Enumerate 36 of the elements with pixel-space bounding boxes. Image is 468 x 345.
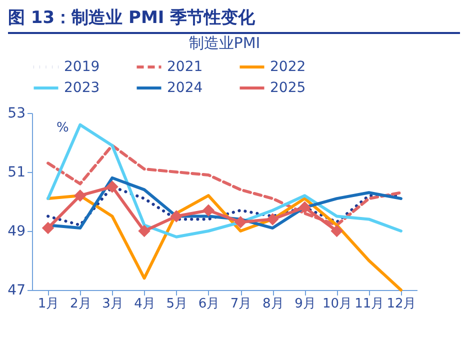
x-tick-label: 1月 <box>38 296 60 312</box>
x-tick-label: 11月 <box>354 296 384 312</box>
x-tick-label: 10月 <box>322 296 352 312</box>
x-tick-label: 6月 <box>198 296 220 312</box>
point <box>298 201 311 214</box>
x-tick-label: 9月 <box>294 296 316 312</box>
x-tick-label: 7月 <box>230 296 252 312</box>
point <box>74 189 86 202</box>
point <box>42 222 54 234</box>
legend-label: 2024 <box>167 80 203 96</box>
legend-label: 2023 <box>64 80 100 96</box>
chart-title: 图 13：制造业 PMI 季节性变化 <box>8 6 460 34</box>
line-series <box>46 123 402 238</box>
legend-label: 2025 <box>270 80 306 96</box>
y-tick-label: 53 <box>8 106 26 122</box>
y-tick-label: 47 <box>8 282 26 298</box>
point <box>106 180 118 193</box>
point <box>170 210 182 222</box>
legend-label: 2019 <box>64 59 100 75</box>
chart-subtitle: 制造业PMI <box>188 34 260 52</box>
x-tick-label: 3月 <box>102 296 124 312</box>
x-tick-label: 2月 <box>70 296 92 312</box>
point <box>234 216 247 228</box>
point <box>138 224 150 238</box>
legend-label: 2021 <box>167 59 203 75</box>
x-tick-label: 4月 <box>134 296 156 312</box>
x-tick-label: 12月 <box>386 296 416 312</box>
point <box>330 224 343 238</box>
legend-label: 2022 <box>270 59 306 75</box>
x-tick-label: 5月 <box>166 296 188 312</box>
y-tick-label: 51 <box>8 164 26 180</box>
y-tick-label: 49 <box>8 224 26 240</box>
y-axis-title: % <box>56 120 69 136</box>
x-tick-label: 8月 <box>262 296 284 312</box>
point <box>266 213 279 226</box>
point <box>202 204 215 216</box>
